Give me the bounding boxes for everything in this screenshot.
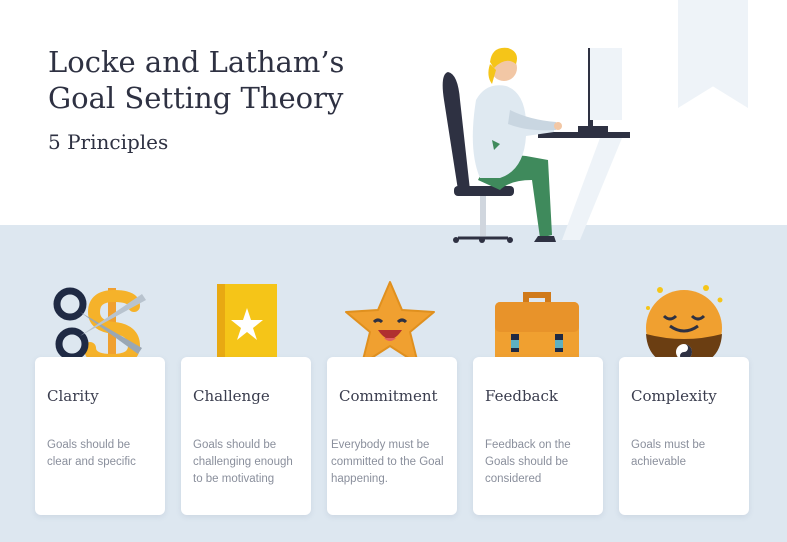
person-at-desk-illustration <box>442 47 630 243</box>
principle-description: Goals should be clear and specific <box>47 439 136 468</box>
principle-description: Goals should be challenging enough to be… <box>193 439 293 485</box>
title-line-1: Locke and Latham’s <box>48 45 345 79</box>
principle-card-clarity: Clarity Goals should be clear and specif… <box>35 357 165 515</box>
principle-title: Complexity <box>631 387 717 405</box>
smiling-star-icon <box>345 281 435 365</box>
page-subtitle: 5 Principles <box>48 130 169 154</box>
principle-title: Clarity <box>47 387 99 405</box>
principle-card-complexity: Complexity Goals must be achievable <box>619 357 749 515</box>
briefcase-icon <box>495 292 579 366</box>
principle-title: Commitment <box>339 387 438 405</box>
principle-description: Everybody must be committed to the Goal … <box>331 439 444 485</box>
principle-title: Challenge <box>193 387 270 405</box>
header-area <box>0 0 787 225</box>
principle-description: Goals must be achievable <box>631 439 706 468</box>
principle-card-feedback: Feedback Feedback on the Goals should be… <box>473 357 603 515</box>
principle-description: Feedback on the Goals should be consider… <box>485 439 571 485</box>
page-title: Locke and Latham’s Goal Setting Theory <box>48 44 344 116</box>
principle-card-challenge: Challenge Goals should be challenging en… <box>181 357 311 515</box>
principle-card-commitment: Commitment Everybody must be committed t… <box>327 357 457 515</box>
title-line-2: Goal Setting Theory <box>48 81 344 115</box>
principle-title: Feedback <box>485 387 558 405</box>
